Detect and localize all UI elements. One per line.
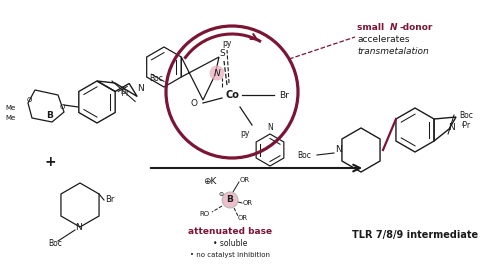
Text: B: B: [226, 195, 234, 204]
Text: Br: Br: [279, 90, 289, 100]
Text: OR: OR: [238, 215, 248, 221]
Circle shape: [222, 192, 238, 208]
Text: ⊖: ⊖: [218, 191, 224, 197]
Text: accelerates: accelerates: [357, 35, 410, 45]
Text: ⊕K: ⊕K: [204, 177, 216, 187]
Text: O: O: [190, 99, 198, 107]
Text: Br: Br: [105, 195, 115, 204]
Text: TLR 7/8/9 intermediate: TLR 7/8/9 intermediate: [352, 230, 478, 240]
Text: N: N: [334, 146, 342, 154]
Text: Boc: Boc: [297, 150, 311, 160]
Text: Boc: Boc: [149, 74, 163, 83]
Text: ʲPr: ʲPr: [461, 120, 470, 130]
Text: small: small: [357, 23, 387, 32]
Text: S: S: [219, 49, 225, 58]
Text: OR: OR: [240, 177, 250, 183]
Text: O: O: [60, 104, 64, 110]
Text: N: N: [214, 69, 220, 77]
Text: • no catalyst inhibition: • no catalyst inhibition: [190, 252, 270, 258]
Text: Boc: Boc: [459, 110, 473, 120]
Text: transmetalation: transmetalation: [357, 48, 429, 56]
Text: ʲPr: ʲPr: [120, 89, 129, 97]
Text: ​⁠N​: ​⁠N​: [390, 23, 398, 32]
Text: OR: OR: [243, 200, 253, 206]
Text: Me: Me: [6, 115, 16, 121]
Text: N: N: [448, 123, 454, 131]
Text: py: py: [222, 39, 232, 48]
Text: N: N: [267, 123, 273, 132]
Text: -donor: -donor: [400, 23, 434, 32]
Text: +: +: [44, 155, 56, 169]
Text: Co: Co: [225, 90, 239, 100]
Text: O: O: [26, 97, 32, 103]
Text: B: B: [46, 110, 54, 120]
Circle shape: [210, 66, 224, 80]
Text: Boc: Boc: [48, 239, 62, 248]
Text: N: N: [76, 222, 82, 231]
Text: Me: Me: [6, 105, 16, 111]
Text: RO: RO: [200, 211, 210, 217]
Text: • soluble: • soluble: [213, 239, 247, 248]
Text: attenuated base: attenuated base: [188, 228, 272, 237]
Text: N: N: [137, 84, 143, 93]
Text: py: py: [240, 129, 250, 137]
